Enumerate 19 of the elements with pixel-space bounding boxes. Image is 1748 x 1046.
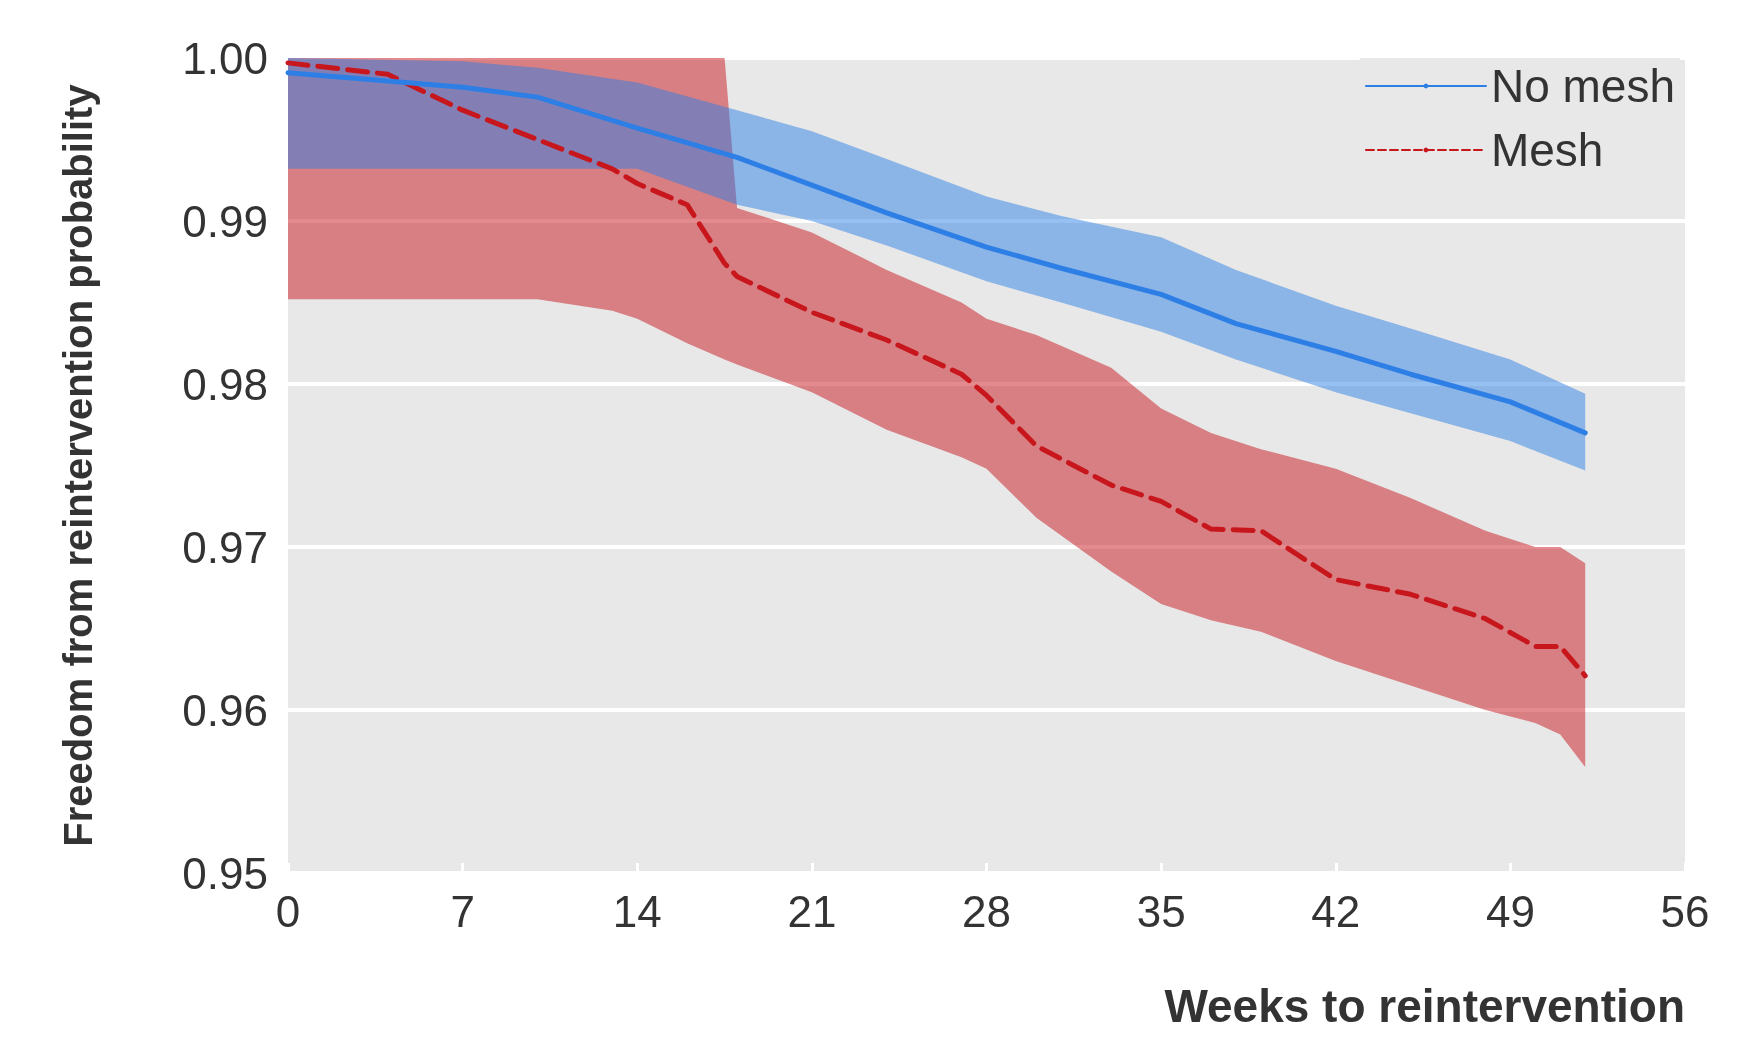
x-axis-title: Weeks to reintervention [1164,980,1685,1032]
legend-label: No mesh [1490,60,1676,112]
x-tick-label: 28 [962,886,1011,936]
x-tick-label: 49 [1485,886,1535,936]
x-tick-label: 35 [1136,886,1186,936]
x-tick-label: 56 [1660,886,1710,936]
y-axis-title: Freedom from reintervention probability [56,83,100,847]
y-tick-label: 0.99 [182,196,268,246]
y-tick-label: 0.98 [182,359,268,409]
y-tick-label: 0.95 [182,848,268,898]
x-tick-label: 7 [450,886,475,936]
x-tick-label: 21 [787,886,837,936]
y-tick-label: 1.00 [182,33,268,83]
y-tick-label: 0.96 [182,685,268,735]
y-tick-label: 0.97 [182,522,268,572]
x-tick-label: 0 [275,886,301,936]
x-tick-label: 42 [1311,886,1361,936]
legend-label: Mesh [1490,124,1604,176]
x-tick-label: 14 [612,886,662,936]
